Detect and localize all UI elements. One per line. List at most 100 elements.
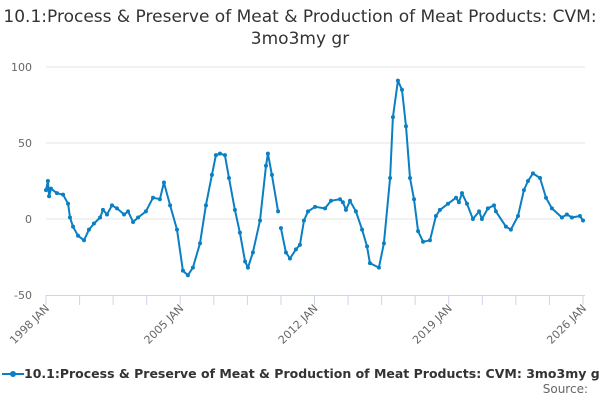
x-tick-label: 2012 JAN bbox=[276, 302, 321, 347]
data-point bbox=[126, 209, 131, 214]
data-point bbox=[412, 197, 417, 202]
data-point bbox=[433, 213, 438, 218]
data-point bbox=[454, 195, 459, 200]
legend-label: 10.1:Process & Preserve of Meat & Produc… bbox=[24, 366, 600, 381]
data-point bbox=[71, 224, 76, 229]
y-tick-label: 0 bbox=[25, 213, 32, 226]
data-point bbox=[217, 151, 222, 156]
data-point bbox=[408, 175, 413, 180]
data-point bbox=[287, 256, 292, 261]
data-point bbox=[67, 215, 72, 220]
data-point bbox=[276, 209, 281, 214]
data-point bbox=[403, 124, 408, 129]
data-point bbox=[376, 265, 381, 270]
data-point bbox=[203, 203, 208, 208]
data-point bbox=[168, 203, 173, 208]
data-point bbox=[543, 195, 548, 200]
data-point bbox=[338, 197, 343, 202]
series-line bbox=[45, 79, 584, 277]
data-point bbox=[343, 207, 348, 212]
data-point bbox=[66, 201, 71, 206]
data-point bbox=[222, 153, 227, 158]
data-point bbox=[421, 239, 426, 244]
data-point bbox=[122, 212, 127, 217]
data-point bbox=[86, 227, 91, 232]
data-point bbox=[250, 250, 255, 255]
data-point bbox=[174, 227, 179, 232]
data-point bbox=[190, 265, 195, 270]
data-point bbox=[445, 201, 450, 206]
x-tick-label: 2005 JAN bbox=[142, 302, 187, 347]
data-point bbox=[479, 217, 484, 221]
data-point bbox=[47, 194, 52, 199]
data-point bbox=[61, 192, 66, 197]
data-point bbox=[98, 215, 103, 220]
data-point bbox=[54, 191, 59, 196]
data-point bbox=[459, 191, 464, 196]
data-point bbox=[323, 206, 328, 211]
data-point bbox=[399, 87, 404, 92]
legend[interactable]: 10.1:Process & Preserve of Meat & Produc… bbox=[2, 366, 600, 381]
data-point bbox=[44, 188, 48, 193]
data-point bbox=[269, 172, 274, 177]
data-point bbox=[245, 265, 250, 270]
data-point bbox=[365, 244, 370, 249]
data-point bbox=[76, 233, 81, 238]
data-point bbox=[143, 209, 148, 214]
data-point bbox=[464, 201, 469, 206]
data-point bbox=[395, 78, 400, 83]
legend-marker-icon bbox=[2, 370, 24, 377]
data-point bbox=[493, 209, 498, 214]
data-point bbox=[569, 215, 574, 220]
data-point bbox=[353, 209, 358, 214]
data-point bbox=[390, 115, 395, 120]
data-point bbox=[503, 224, 508, 229]
data-point bbox=[515, 213, 520, 218]
data-point bbox=[180, 268, 185, 273]
data-point bbox=[559, 215, 564, 220]
data-point bbox=[198, 241, 203, 246]
data-point bbox=[381, 241, 386, 246]
data-point bbox=[109, 203, 114, 208]
data-point bbox=[157, 197, 162, 202]
data-point bbox=[416, 229, 421, 234]
data-point bbox=[45, 179, 50, 183]
x-tick-label: 1998 JAN bbox=[7, 302, 52, 347]
data-point bbox=[367, 261, 372, 266]
y-tick-label: 100 bbox=[11, 61, 32, 74]
data-point bbox=[508, 227, 513, 232]
data-point bbox=[297, 242, 302, 247]
data-point bbox=[209, 172, 214, 177]
data-point bbox=[470, 217, 475, 221]
data-point bbox=[492, 203, 497, 208]
data-point bbox=[427, 238, 432, 243]
data-point bbox=[360, 227, 365, 232]
x-tick-label: 2026 JAN bbox=[544, 302, 589, 347]
data-point bbox=[347, 198, 352, 203]
data-point bbox=[263, 163, 268, 168]
data-point bbox=[521, 188, 526, 193]
data-point bbox=[485, 206, 490, 211]
data-point bbox=[340, 200, 345, 205]
data-point bbox=[328, 198, 333, 203]
data-point bbox=[278, 226, 283, 231]
data-point bbox=[549, 206, 554, 211]
data-point bbox=[530, 171, 535, 176]
data-point bbox=[213, 153, 218, 158]
data-point bbox=[538, 175, 543, 180]
x-tick-label: 2019 JAN bbox=[410, 302, 455, 347]
data-point bbox=[258, 218, 263, 223]
source-label: Source: bbox=[542, 382, 588, 396]
data-point bbox=[185, 273, 190, 278]
data-point bbox=[581, 218, 585, 223]
data-point bbox=[81, 238, 86, 243]
data-point bbox=[313, 204, 318, 209]
data-point bbox=[283, 250, 288, 255]
data-point bbox=[226, 175, 231, 180]
chart-title: 10.1:Process & Preserve of Meat & Produc… bbox=[3, 7, 597, 49]
y-tick-label: 50 bbox=[18, 137, 32, 150]
data-point bbox=[243, 259, 248, 264]
data-point bbox=[151, 195, 156, 200]
data-point bbox=[525, 179, 530, 183]
